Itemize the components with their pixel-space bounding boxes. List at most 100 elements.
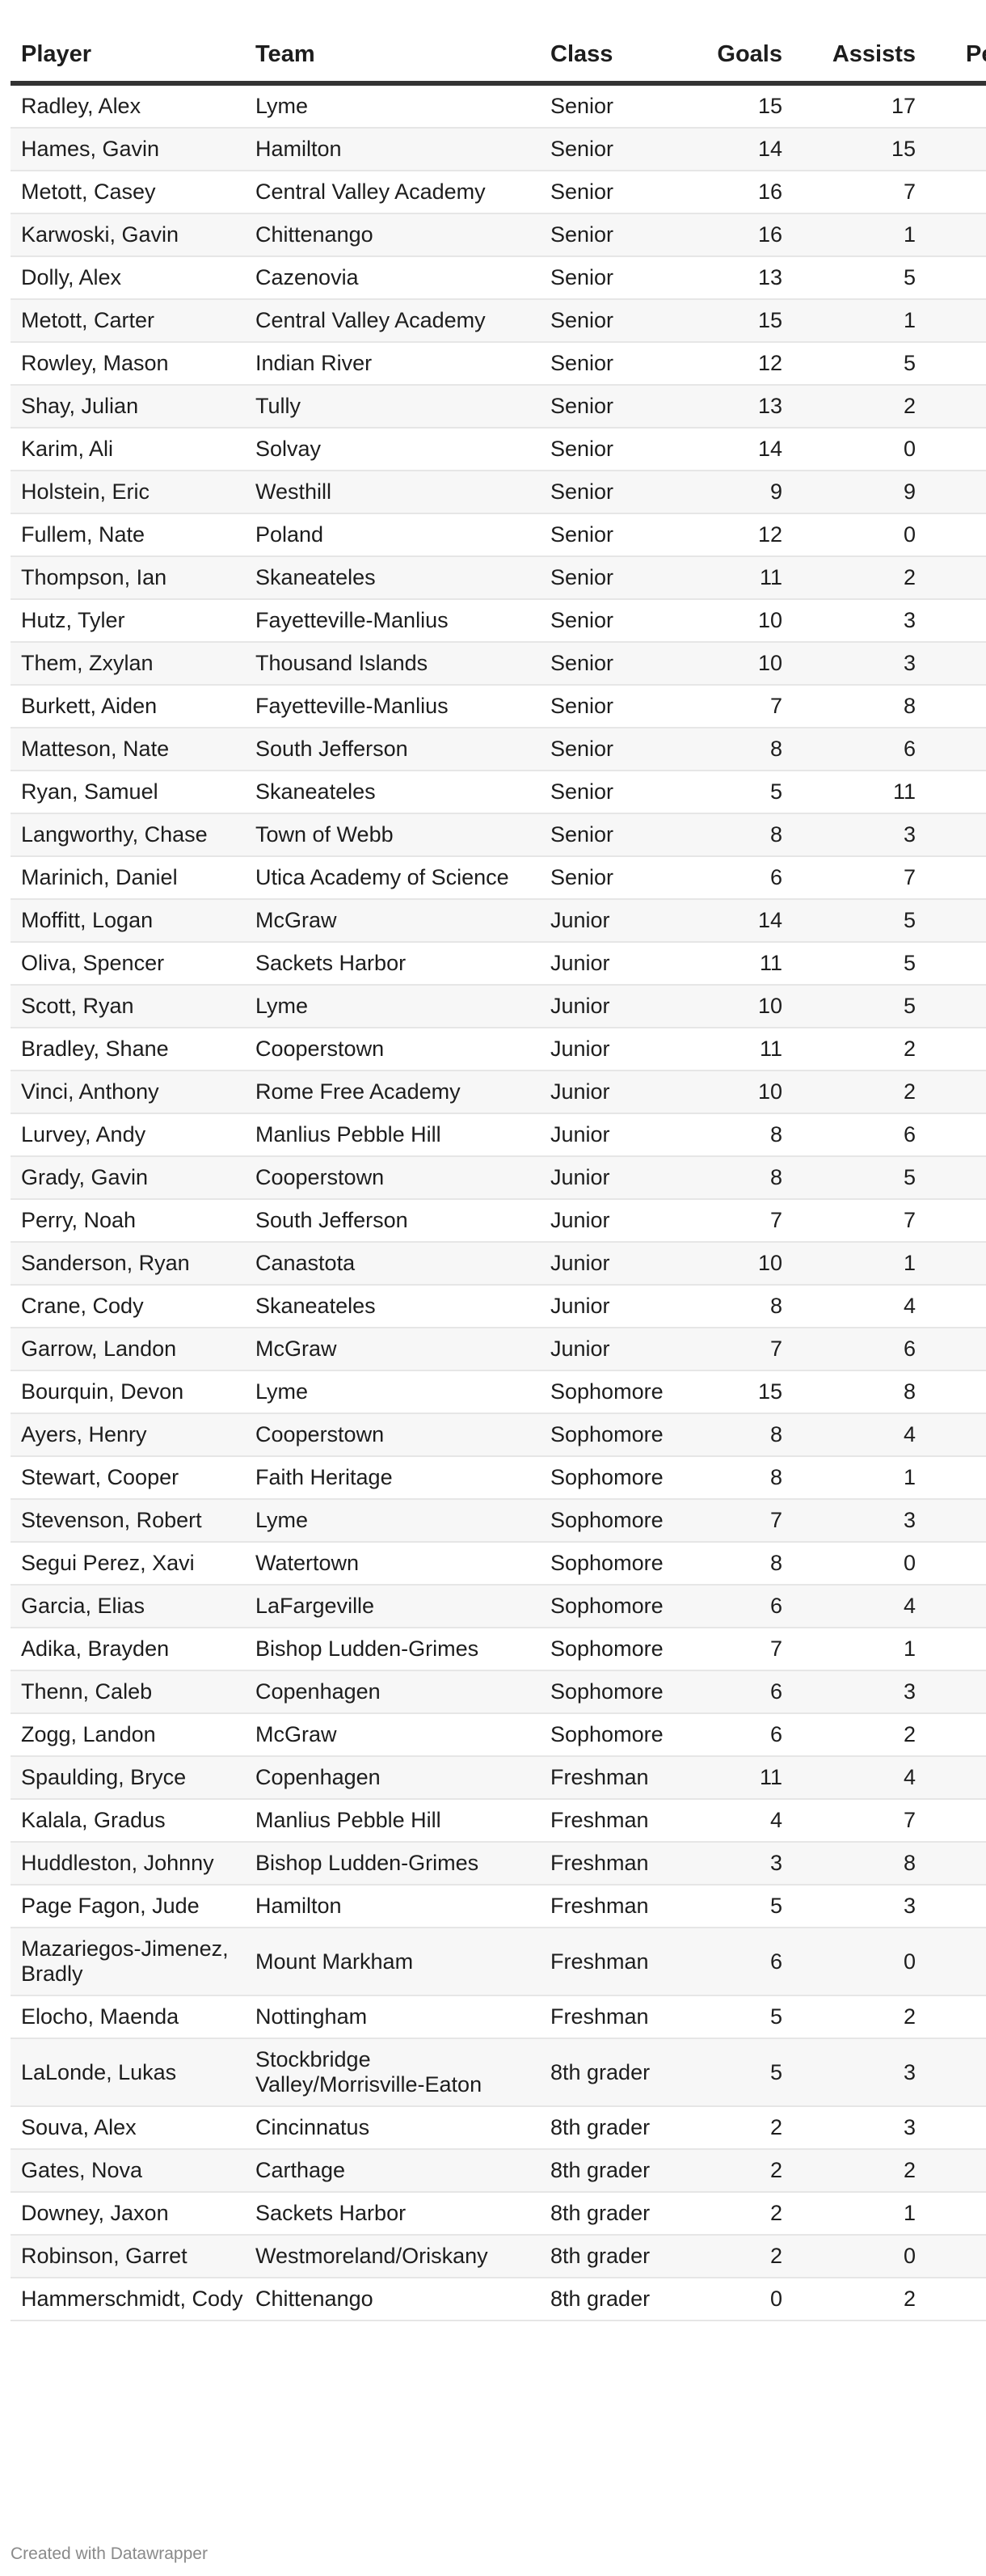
cell-team: Canastota: [245, 1242, 540, 1286]
cell-points: [916, 1842, 986, 1886]
cell-goals: 2: [702, 2149, 782, 2193]
cell-class: Junior: [540, 1285, 702, 1328]
table-row: Spaulding, Bryce Copenhagen Freshman 11 4: [11, 1756, 986, 1800]
cell-goals: 15: [702, 83, 782, 129]
cell-goals: 2: [702, 2106, 782, 2150]
header-team[interactable]: Team: [245, 31, 540, 86]
cell-points: [916, 2278, 986, 2321]
cell-points: [916, 256, 986, 300]
cell-class: Senior: [540, 471, 702, 514]
cell-goals: 11: [702, 556, 782, 600]
table-row: Dolly, Alex Cazenovia Senior 13 5: [11, 256, 986, 300]
cell-class: Junior: [540, 1156, 702, 1200]
cell-class: Senior: [540, 428, 702, 471]
cell-team: Westmoreland/Oriskany: [245, 2235, 540, 2278]
cell-goals: 16: [702, 213, 782, 257]
cell-player: Elocho, Maenda: [11, 1995, 245, 2039]
cell-points: [916, 2149, 986, 2193]
cell-points: [916, 1499, 986, 1543]
cell-goals: 2: [702, 2235, 782, 2278]
cell-goals: 10: [702, 642, 782, 686]
cell-goals: 2: [702, 2192, 782, 2236]
cell-player: Metott, Carter: [11, 299, 245, 343]
cell-points: [916, 985, 986, 1028]
cell-team: Hamilton: [245, 1885, 540, 1928]
cell-player: Grady, Gavin: [11, 1156, 245, 1200]
cell-assists: 2: [782, 1713, 916, 1757]
table-row: Oliva, Spencer Sackets Harbor Junior 11 5: [11, 942, 986, 986]
cell-goals: 7: [702, 685, 782, 728]
cell-points: [916, 1995, 986, 2039]
cell-class: 8th grader: [540, 2106, 702, 2150]
cell-class: Senior: [540, 771, 702, 814]
table-body: Radley, Alex Lyme Senior 15 17 Hames, Gavin Ha…: [11, 83, 986, 2321]
cell-points: [916, 1370, 986, 1414]
header-goals[interactable]: Goals: [702, 31, 782, 86]
cell-class: Senior: [540, 599, 702, 643]
cell-class: 8th grader: [540, 2192, 702, 2236]
cell-team: Copenhagen: [245, 1670, 540, 1714]
cell-class: Sophomore: [540, 1628, 702, 1671]
cell-class: Sophomore: [540, 1585, 702, 1628]
cell-player: Hames, Gavin: [11, 128, 245, 171]
cell-assists: 3: [782, 1885, 916, 1928]
header-points[interactable]: Pe: [916, 31, 986, 86]
cell-points: [916, 83, 986, 129]
cell-assists: 5: [782, 1156, 916, 1200]
cell-player: Langworthy, Chase: [11, 813, 245, 857]
cell-class: Sophomore: [540, 1499, 702, 1543]
header-assists[interactable]: Assists: [782, 31, 916, 86]
cell-player: Segui Perez, Xavi: [11, 1542, 245, 1586]
table-container: Player Team Class Goals Assists Pe Radle…: [11, 0, 986, 2321]
cell-player: Garcia, Elias: [11, 1585, 245, 1628]
table-row: Bourquin, Devon Lyme Sophomore 15 8: [11, 1370, 986, 1414]
cell-player: Ryan, Samuel: [11, 771, 245, 814]
cell-player: Thompson, Ian: [11, 556, 245, 600]
cell-goals: 8: [702, 1456, 782, 1500]
cell-points: [916, 2235, 986, 2278]
cell-points: [916, 1885, 986, 1928]
cell-team: Thousand Islands: [245, 642, 540, 686]
cell-assists: 7: [782, 171, 916, 214]
cell-class: Sophomore: [540, 1542, 702, 1586]
cell-player: Kalala, Gradus: [11, 1799, 245, 1843]
cell-player: Huddleston, Johnny: [11, 1842, 245, 1886]
cell-assists: 3: [782, 2038, 916, 2107]
cell-team: Faith Heritage: [245, 1456, 540, 1500]
cell-assists: 17: [782, 83, 916, 129]
cell-points: [916, 556, 986, 600]
cell-assists: 5: [782, 256, 916, 300]
cell-team: Westhill: [245, 471, 540, 514]
cell-assists: 1: [782, 1628, 916, 1671]
datawrapper-credit[interactable]: Created with Datawrapper: [11, 2544, 208, 2563]
cell-assists: 3: [782, 813, 916, 857]
cell-assists: 2: [782, 1028, 916, 1071]
cell-player: Radley, Alex: [11, 83, 245, 129]
cell-class: Sophomore: [540, 1713, 702, 1757]
cell-points: [916, 642, 986, 686]
cell-points: [916, 385, 986, 429]
cell-class: Junior: [540, 1328, 702, 1371]
cell-team: Chittenango: [245, 213, 540, 257]
cell-class: Senior: [540, 83, 702, 129]
header-class[interactable]: Class: [540, 31, 702, 86]
cell-goals: 13: [702, 256, 782, 300]
cell-assists: 3: [782, 1670, 916, 1714]
cell-goals: 8: [702, 1413, 782, 1457]
cell-points: [916, 1413, 986, 1457]
cell-goals: 10: [702, 1071, 782, 1114]
cell-player: Stevenson, Robert: [11, 1499, 245, 1543]
cell-team: Hamilton: [245, 128, 540, 171]
cell-goals: 8: [702, 813, 782, 857]
cell-class: Senior: [540, 171, 702, 214]
cell-class: Senior: [540, 856, 702, 900]
table-row: Crane, Cody Skaneateles Junior 8 4: [11, 1285, 986, 1328]
cell-team: Indian River: [245, 342, 540, 386]
cell-assists: 0: [782, 1542, 916, 1586]
cell-player: Vinci, Anthony: [11, 1071, 245, 1114]
cell-team: Solvay: [245, 428, 540, 471]
table-row: Shay, Julian Tully Senior 13 2: [11, 385, 986, 429]
cell-player: Spaulding, Bryce: [11, 1756, 245, 1800]
header-player[interactable]: Player: [11, 31, 245, 86]
table-header-row: Player Team Class Goals Assists Pe: [11, 31, 986, 86]
